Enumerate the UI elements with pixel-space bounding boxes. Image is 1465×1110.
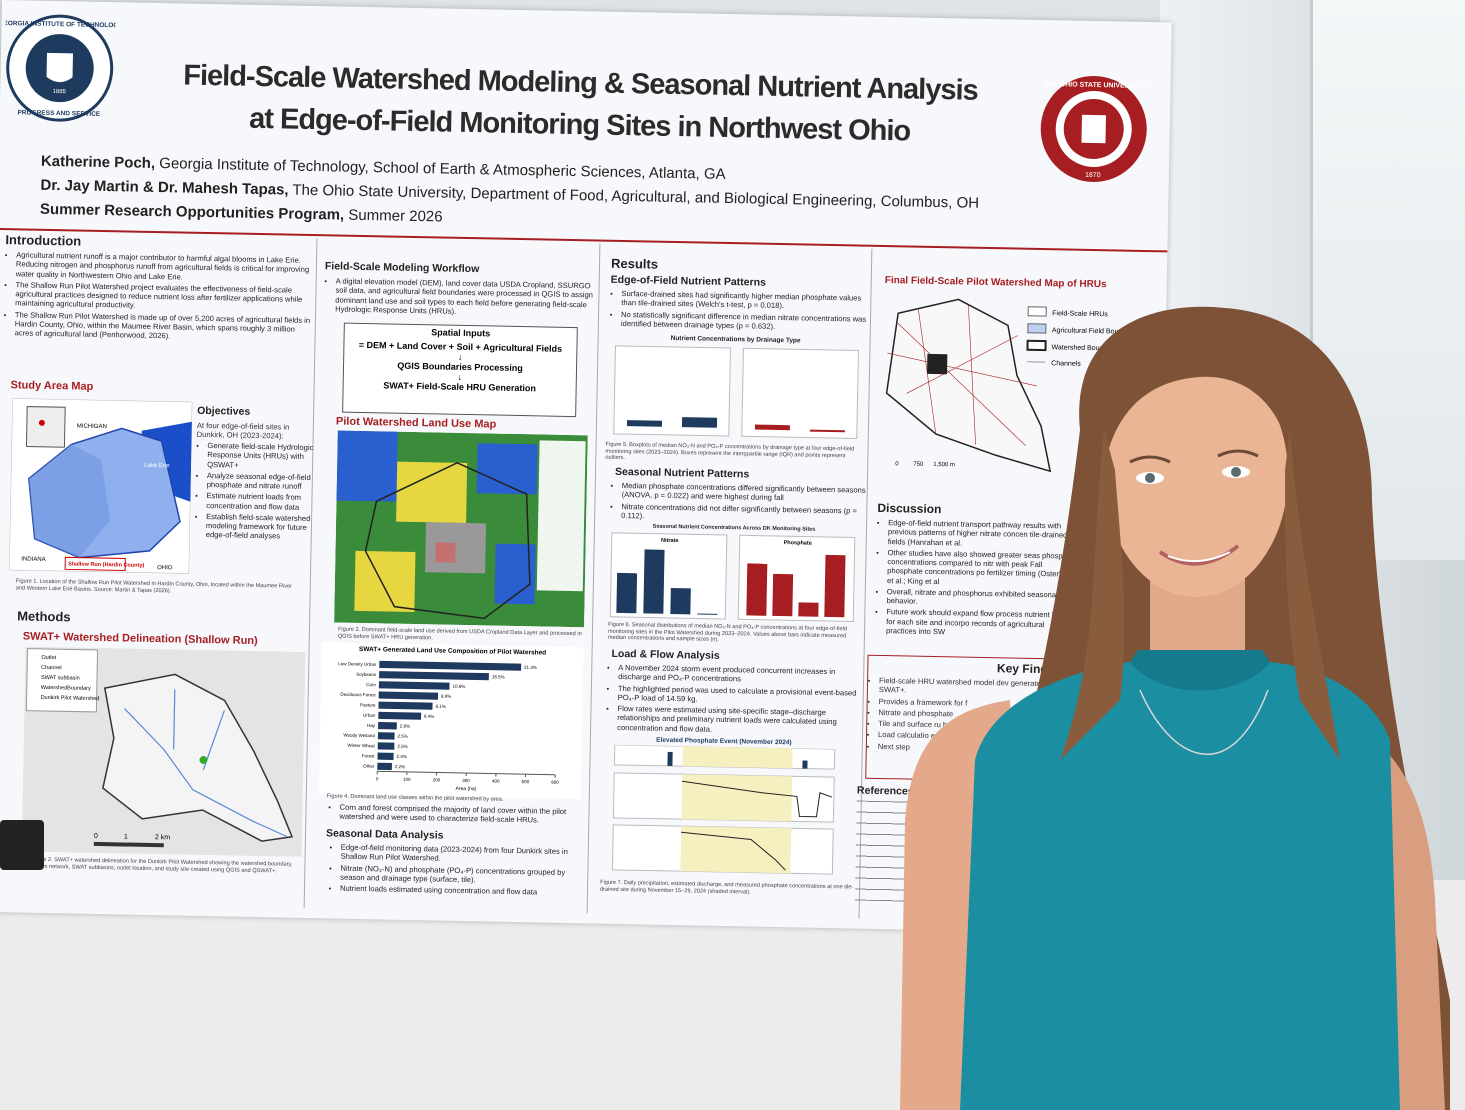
x-tick-label: 400 xyxy=(492,779,500,784)
panel-title: Phosphate xyxy=(784,540,812,547)
axis xyxy=(377,770,556,776)
hru-legend: Field-Scale HRUs Agricultural Field Boun… xyxy=(1026,306,1142,368)
map-label: Lake Erie xyxy=(144,463,170,469)
legend-text: Outlet xyxy=(41,655,56,661)
share-label: 8.1% xyxy=(435,704,445,709)
x-tick-label: 300 xyxy=(462,778,470,783)
land-use-chart: SWAT+ Generated Land Use Composition of … xyxy=(318,642,584,800)
hru-map: 0 750 1,500 m xyxy=(885,298,1052,473)
delineation-map: Outlet Channel SWAT subbasin WatershedBo… xyxy=(21,646,306,857)
share-label: 2.5% xyxy=(397,744,407,749)
bar xyxy=(378,691,439,700)
bar xyxy=(377,732,395,740)
scale-label: 1 xyxy=(124,833,128,840)
category-label: Other xyxy=(363,763,375,768)
logo-text: THE OHIO STATE UNIVERSITY xyxy=(1044,81,1146,90)
category-label: Forest xyxy=(362,753,376,758)
map-label: Shallow Run (Hardin County) xyxy=(68,561,144,568)
category-label: Deciduous Forest xyxy=(340,692,376,698)
share-label: 21.3% xyxy=(524,665,537,670)
x-tick-label: 100 xyxy=(403,777,411,782)
share-label: 16.5% xyxy=(492,674,505,679)
x-axis-label: Area (ha) xyxy=(455,786,476,792)
share-label: 2.5% xyxy=(398,734,408,739)
share-label: 2.2% xyxy=(395,764,405,769)
category-label: Woody Wetland xyxy=(343,733,375,739)
scale-label: 0 xyxy=(94,833,98,840)
binder-clip xyxy=(0,820,44,870)
x-tick-label: 600 xyxy=(551,780,559,785)
bar xyxy=(379,671,489,681)
scale-label: 1,500 m xyxy=(933,462,955,468)
legend-text: Dunkirk Pilot Watershed xyxy=(41,695,100,702)
category-label: Winter Wheat xyxy=(347,743,375,749)
logo-text: 1870 xyxy=(1085,172,1101,179)
bar xyxy=(377,752,394,760)
share-label: 10.6% xyxy=(452,684,465,689)
x-tick-label: 500 xyxy=(522,779,530,784)
category-label: Hay xyxy=(367,723,376,728)
bar xyxy=(378,721,397,730)
legend-text: Field-Scale HRUs xyxy=(1052,310,1108,318)
panel-title: Nitrate xyxy=(661,538,679,544)
logo-text: 1885 xyxy=(53,89,67,95)
scale-label: 750 xyxy=(913,462,924,468)
share-label: 2.4% xyxy=(397,754,407,759)
share-label: 2.8% xyxy=(400,723,410,728)
poster: GEORGIA INSTITUTE OF TECHNOLOGY PROGRESS… xyxy=(0,0,1172,934)
map-label: MICHIGAN xyxy=(77,424,107,431)
category-label: Low Density Urban xyxy=(338,661,377,667)
logo-text: GEORGIA INSTITUTE OF TECHNOLOGY xyxy=(4,20,116,29)
category-label: Corn xyxy=(366,682,376,687)
x-tick-label: 0 xyxy=(376,776,379,781)
boxplot-figure xyxy=(613,345,859,439)
x-tick-label: 200 xyxy=(433,777,441,782)
legend-text: Watershed Boundary xyxy=(1051,344,1117,352)
logo-text: PROGRESS AND SERVICE xyxy=(17,109,100,118)
category-label: Soybeans xyxy=(356,672,377,677)
bar xyxy=(378,681,450,690)
legend-text: SWAT subbasin xyxy=(41,675,80,682)
legend-text: Channels xyxy=(1051,360,1081,368)
chart-title: SWAT+ Generated Land Use Composition of … xyxy=(359,646,546,657)
category-label: Urban xyxy=(363,713,376,718)
seasonal-figure: Nitrate Phosphate xyxy=(609,532,856,622)
map-label: OHIO xyxy=(157,565,173,571)
land-use-map xyxy=(334,430,588,628)
share-label: 6.4% xyxy=(424,714,434,719)
share-label: 8.9% xyxy=(441,694,451,699)
legend-text: Channel xyxy=(41,665,62,671)
bar xyxy=(379,660,522,671)
osu-logo: THE OHIO STATE UNIVERSITY 1870 xyxy=(1040,75,1147,182)
category-label: Pasture xyxy=(360,702,376,707)
bar xyxy=(378,701,433,710)
bar xyxy=(377,742,395,750)
bar xyxy=(378,711,422,720)
study-area-map: MICHIGAN Lake Erie INDIANA OHIO Shallow … xyxy=(9,398,193,574)
scale-label: 0 xyxy=(895,461,899,467)
scale-label: 2 km xyxy=(155,834,170,841)
bar xyxy=(377,762,392,771)
map-label: INDIANA xyxy=(21,556,45,562)
event-figure xyxy=(611,744,836,875)
gt-logo: GEORGIA INSTITUTE OF TECHNOLOGY PROGRESS… xyxy=(4,14,116,122)
legend-text: Agricultural Field Boundaries xyxy=(1052,327,1142,336)
legend-text: WatershedBoundary xyxy=(41,685,91,692)
